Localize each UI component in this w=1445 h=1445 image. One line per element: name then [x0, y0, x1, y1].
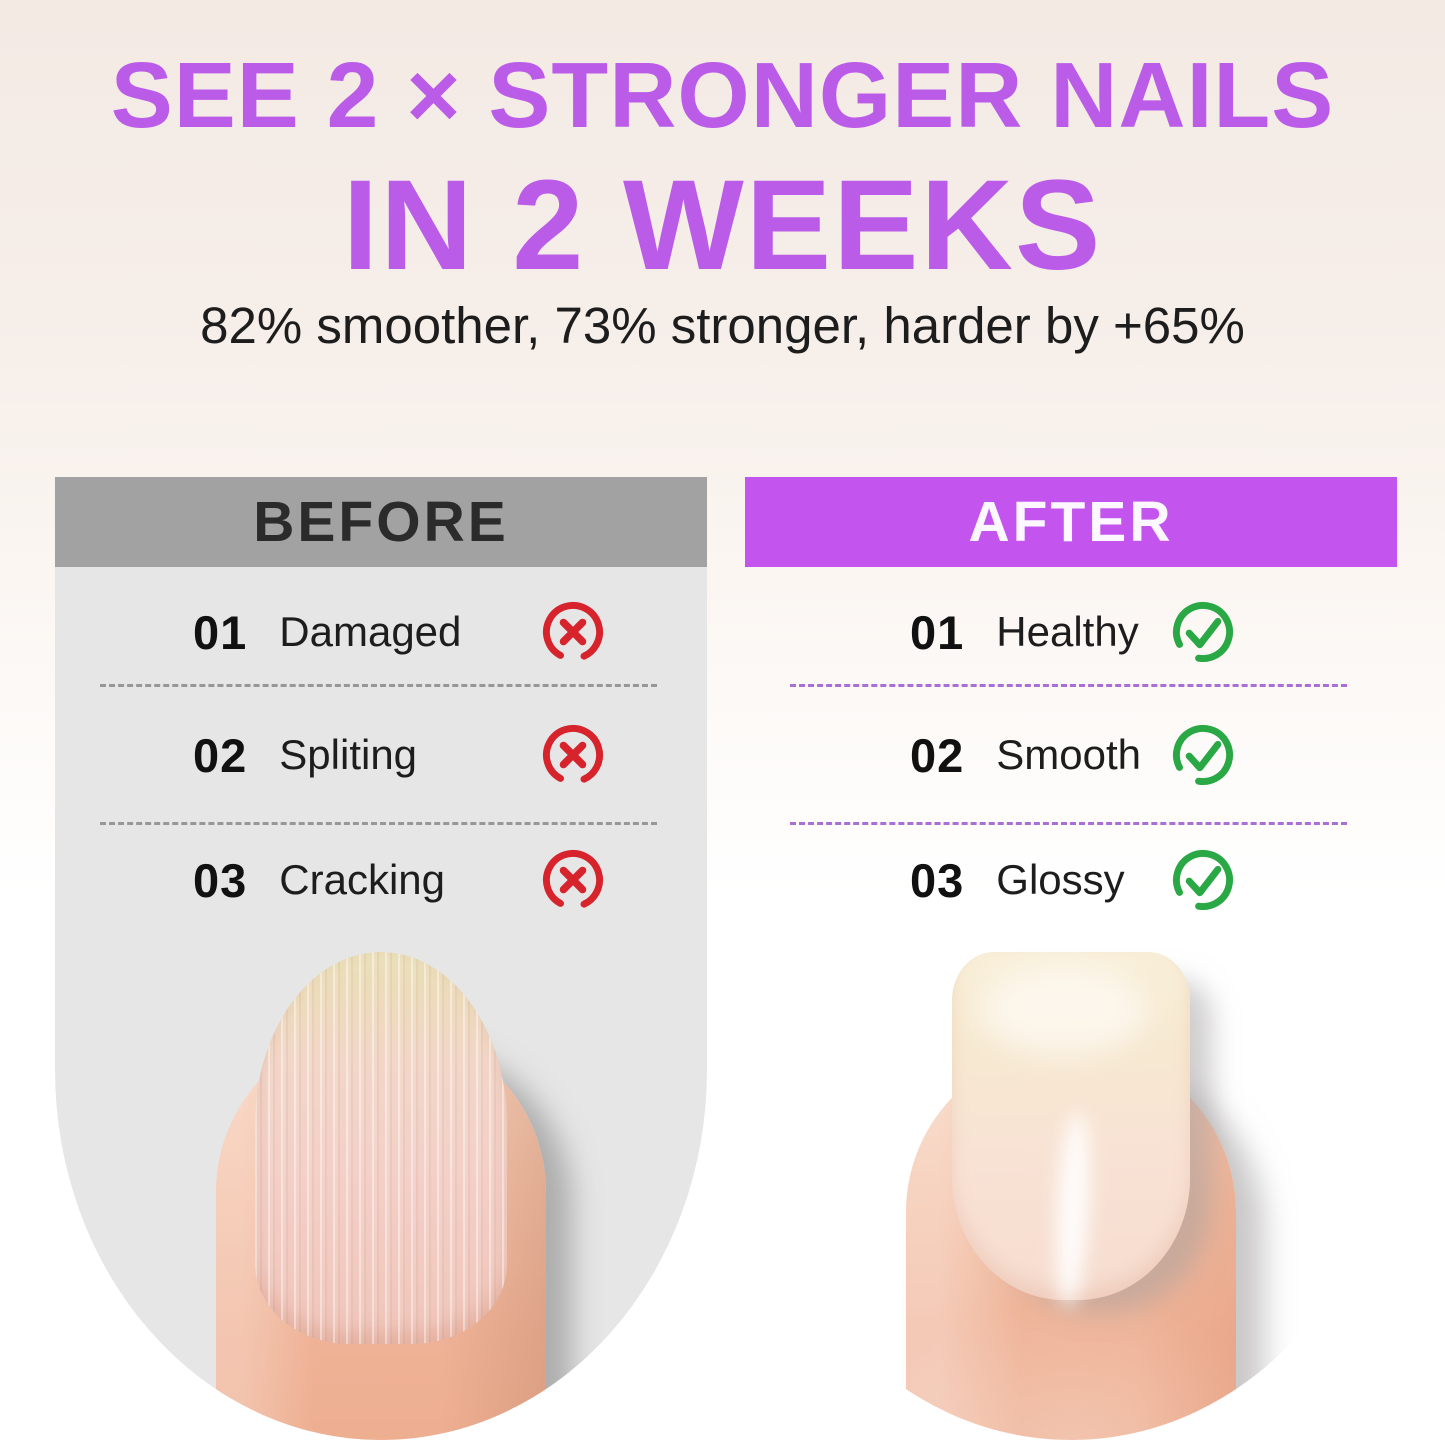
item-label: Smooth	[996, 731, 1142, 778]
after-panel: AFTER 01 Healthy 02 Smooth 03 Gl	[745, 477, 1397, 1440]
cross-circle-icon	[539, 846, 607, 914]
item-label: Damaged	[279, 608, 462, 655]
list-item: 02 Smooth	[745, 712, 1397, 798]
dashed-divider	[790, 822, 1347, 825]
item-label: Glossy	[996, 856, 1125, 903]
check-circle-icon	[1169, 721, 1237, 789]
dashed-divider	[100, 822, 657, 825]
after-header-label: AFTER	[968, 490, 1174, 554]
headline-line1: SEE 2 × STRONGER NAILS	[110, 43, 1335, 147]
item-label: Cracking	[279, 856, 446, 903]
cross-circle-icon	[539, 598, 607, 666]
item-label: Spliting	[279, 731, 418, 778]
before-header: BEFORE	[55, 477, 707, 567]
item-number: 03	[193, 853, 248, 907]
item-number: 03	[910, 853, 965, 907]
list-item: 01 Damaged	[55, 589, 707, 675]
headline-subtitle: 82% smoother, 73% stronger, harder by +6…	[200, 297, 1245, 354]
before-panel-body: 01 Damaged 02 Spliting 03 Cracking	[55, 567, 707, 1440]
headline-line2: IN 2 WEEKS	[342, 154, 1103, 297]
healthy-nail-plate	[952, 952, 1190, 1300]
list-item: 01 Healthy	[745, 589, 1397, 675]
healthy-nail-photo	[891, 952, 1251, 1440]
item-number: 01	[193, 605, 248, 659]
list-item: 03 Glossy	[745, 837, 1397, 923]
item-number: 02	[193, 728, 248, 782]
list-item: 02 Spliting	[55, 712, 707, 798]
dashed-divider	[100, 684, 657, 687]
item-number: 02	[910, 728, 965, 782]
cross-circle-icon	[539, 721, 607, 789]
item-number: 01	[910, 605, 965, 659]
before-header-label: BEFORE	[253, 490, 509, 554]
list-item: 03 Cracking	[55, 837, 707, 923]
check-circle-icon	[1169, 846, 1237, 914]
after-header: AFTER	[745, 477, 1397, 567]
check-circle-icon	[1169, 598, 1237, 666]
before-panel: BEFORE 01 Damaged 02 Spliting 03	[55, 477, 707, 1440]
damaged-nail-photo	[201, 952, 561, 1440]
damaged-nail-plate	[255, 952, 507, 1344]
after-panel-body: 01 Healthy 02 Smooth 03 Glossy	[745, 567, 1397, 1440]
item-label: Healthy	[996, 608, 1139, 655]
dashed-divider	[790, 684, 1347, 687]
